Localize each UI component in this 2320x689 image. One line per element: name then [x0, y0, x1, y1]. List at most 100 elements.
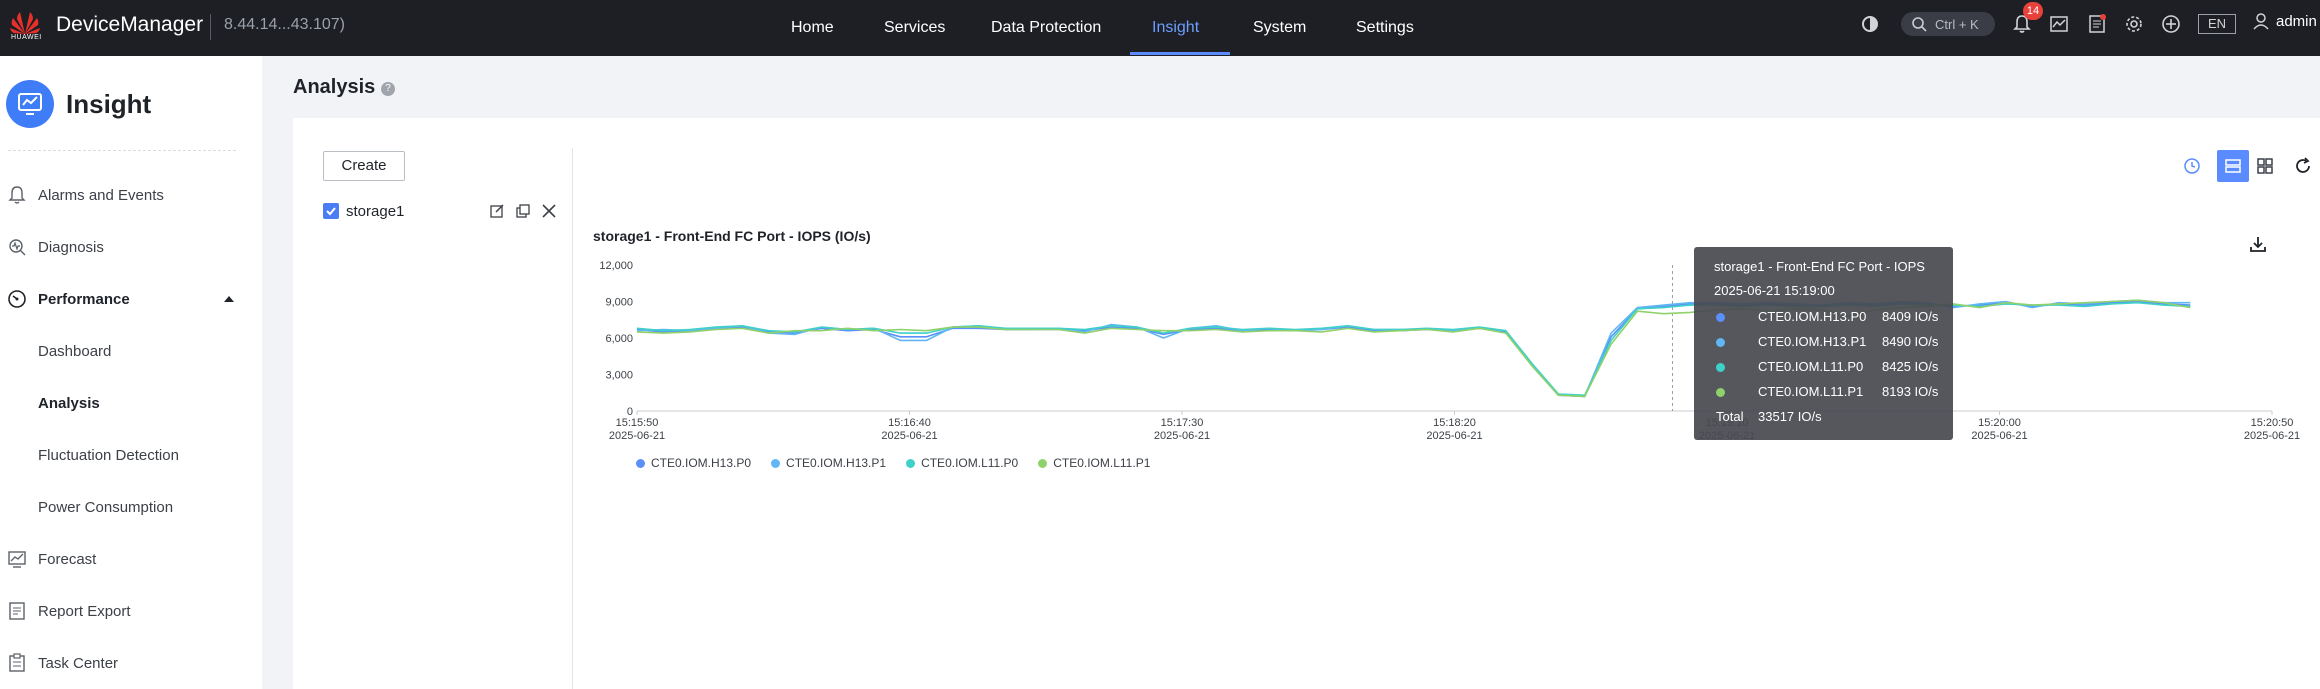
nav-data-protection[interactable]: Data Protection: [991, 19, 1102, 36]
legend-item[interactable]: CTE0.IOM.L11.P1: [1038, 456, 1150, 470]
tooltip-series-value: 8193 IO/s: [1882, 384, 1939, 399]
legend-dot-icon: [906, 458, 916, 468]
user-menu[interactable]: admin: [2252, 12, 2317, 30]
legend-item[interactable]: CTE0.IOM.H13.P0: [636, 456, 751, 470]
series-dot-icon: [1716, 338, 1725, 347]
tooltip-row: CTE0.IOM.H13.P0 8409 IO/s: [1694, 307, 1953, 327]
tooltip-series-name: CTE0.IOM.L11.P1: [1758, 384, 1864, 399]
x-tick-date-label: 2025-06-21: [609, 430, 665, 442]
tooltip-time: 2025-06-21 15:19:00: [1714, 283, 1835, 298]
tooltip-series-value: 8409 IO/s: [1882, 309, 1939, 324]
legend-label: CTE0.IOM.H13.P0: [651, 456, 752, 470]
x-tick-time-label: 15:15:50: [616, 417, 659, 429]
nav-system[interactable]: System: [1253, 19, 1307, 36]
refresh-icon[interactable]: [2287, 150, 2319, 182]
sidebar-item-performance[interactable]: Performance: [0, 277, 262, 321]
tooltip-series-name: CTE0.IOM.H13.P0: [1758, 309, 1867, 324]
series-dot-icon: [1716, 388, 1725, 397]
series-dot-icon: [1716, 313, 1725, 322]
settings-gear-icon[interactable]: [2122, 12, 2146, 36]
page-title: Analysis: [293, 76, 376, 98]
legend-label: CTE0.IOM.L11.P1: [1053, 456, 1151, 470]
nav-services[interactable]: Services: [884, 19, 946, 36]
tooltip-total-value: 33517 IO/s: [1758, 409, 1822, 424]
tooltip-row: CTE0.IOM.L11.P0 8425 IO/s: [1694, 357, 1953, 377]
sidebar-item-dashboard[interactable]: Dashboard: [0, 329, 262, 373]
tooltip-series-value: 8425 IO/s: [1882, 359, 1939, 374]
chart-legend: CTE0.IOM.H13.P0 CTE0.IOM.H13.P1 CTE0.IOM…: [636, 456, 1170, 470]
performance-chart-icon[interactable]: [2047, 12, 2071, 36]
close-icon[interactable]: [540, 202, 558, 220]
forecast-icon: [6, 548, 28, 570]
tooltip-title: storage1 - Front-End FC Port - IOPS: [1714, 259, 1925, 274]
tasks-list-icon[interactable]: [2085, 12, 2109, 36]
language-switch[interactable]: EN: [2198, 14, 2236, 34]
device-ip: 8.44.14...43.107): [224, 16, 345, 33]
bell-icon: [6, 184, 28, 206]
y-tick-label: 9,000: [605, 297, 633, 309]
copy-icon[interactable]: [514, 202, 532, 220]
sidebar-item-fluctuation-detection[interactable]: Fluctuation Detection: [0, 433, 262, 477]
user-icon: [2253, 13, 2269, 30]
header-divider: [210, 14, 211, 40]
alarm-count-badge: 14: [2023, 2, 2043, 20]
storage1-checkbox[interactable]: [323, 203, 339, 219]
legend-dot-icon: [636, 458, 645, 468]
series-line-CTE0.IOM.H13.P1: [636, 299, 2191, 398]
x-tick-time-label: 15:18:20: [1433, 417, 1476, 429]
active-nav-underline: [1130, 52, 1230, 55]
edit-icon[interactable]: [488, 202, 506, 220]
tooltip-row: CTE0.IOM.L11.P1 8193 IO/s: [1694, 382, 1953, 402]
grid-view-icon[interactable]: [2249, 150, 2281, 182]
add-circle-icon[interactable]: [2159, 12, 2183, 36]
app-title: DeviceManager: [56, 13, 204, 36]
global-search-button[interactable]: Ctrl + K: [1901, 12, 1995, 36]
x-tick-date-label: 2025-06-21: [1971, 430, 2027, 442]
sidebar-item-alarms-and-events[interactable]: Alarms and Events: [0, 173, 262, 217]
report-icon: [6, 600, 28, 622]
series-line-CTE0.IOM.L11.P0: [636, 301, 2191, 397]
sidebar-item-power-consumption[interactable]: Power Consumption: [0, 485, 262, 529]
sidebar-item-label: Fluctuation Detection: [38, 446, 179, 464]
sidebar-item-report-export[interactable]: Report Export: [0, 589, 262, 633]
logo-text: HUAWEI: [11, 34, 42, 41]
y-tick-label: 12,000: [599, 260, 633, 272]
legend-item[interactable]: CTE0.IOM.L11.P0: [906, 456, 1018, 470]
download-icon[interactable]: [2248, 234, 2268, 254]
user-name: admin: [2276, 12, 2317, 30]
sidebar-title: Insight: [66, 88, 152, 119]
sidebar-item-task-center[interactable]: Task Center: [0, 641, 262, 685]
series-dot-icon: [1716, 363, 1725, 372]
x-tick-time-label: 15:16:40: [888, 417, 931, 429]
nav-settings[interactable]: Settings: [1356, 19, 1414, 36]
sidebar-item-analysis[interactable]: Analysis: [0, 381, 262, 425]
task-icon: [6, 652, 28, 674]
x-tick-time-label: 15:20:00: [1978, 417, 2021, 429]
top-bar: HUAWEI DeviceManager 8.44.14...43.107) H…: [0, 0, 2320, 56]
y-tick-label: 0: [627, 406, 633, 418]
nav-home[interactable]: Home: [791, 19, 834, 36]
theme-toggle-icon[interactable]: [1858, 12, 1882, 36]
tooltip-total-row: Total 33517 IO/s: [1694, 407, 1953, 427]
sidebar-item-label: Alarms and Events: [38, 186, 164, 204]
time-clock-icon[interactable]: [2176, 150, 2208, 182]
x-tick-date-label: 2025-06-21: [881, 430, 937, 442]
sidebar-item-diagnosis[interactable]: Diagnosis: [0, 225, 262, 269]
huawei-logo-icon: [10, 12, 40, 34]
analysis-panel: [293, 118, 2320, 689]
legend-item[interactable]: CTE0.IOM.H13.P1: [771, 456, 886, 470]
collapse-caret-icon[interactable]: [224, 296, 234, 302]
create-button[interactable]: Create: [323, 151, 405, 181]
legend-dot-icon: [1038, 458, 1048, 468]
sidebar-item-label: Forecast: [38, 550, 97, 568]
search-shortcut: Ctrl + K: [1935, 16, 1979, 32]
sidebar-item-forecast[interactable]: Forecast: [0, 537, 262, 581]
tooltip-series-name: CTE0.IOM.H13.P1: [1758, 334, 1867, 349]
list-view-icon[interactable]: [2217, 150, 2249, 182]
series-line-CTE0.IOM.H13.P0: [636, 300, 2191, 398]
nav-insight[interactable]: Insight: [1152, 19, 1200, 36]
sidebar-header: Insight: [6, 80, 151, 128]
sidebar-item-label: Task Center: [38, 654, 119, 672]
series-line-CTE0.IOM.L11.P1: [636, 299, 2191, 398]
help-icon[interactable]: ?: [381, 82, 395, 96]
